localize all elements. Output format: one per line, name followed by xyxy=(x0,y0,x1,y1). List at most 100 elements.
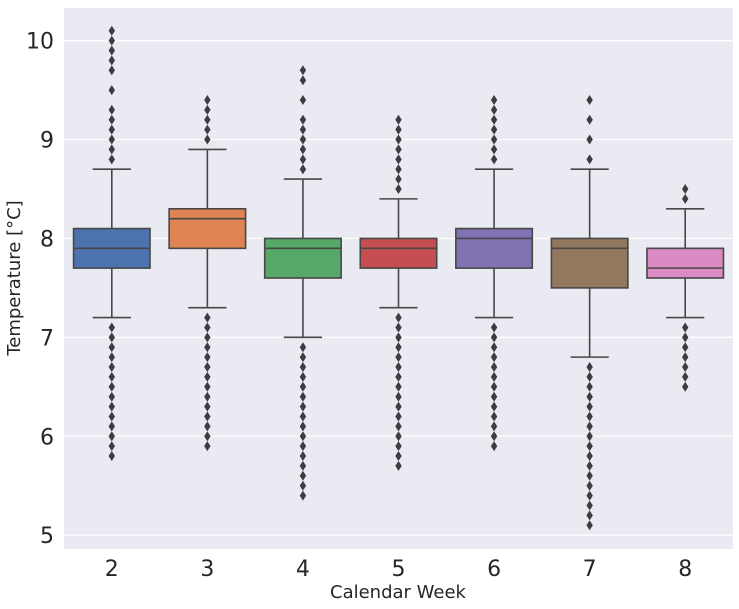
outlier-point xyxy=(108,45,115,56)
boxes xyxy=(72,25,725,531)
outlier-point xyxy=(108,421,115,432)
outlier-point xyxy=(586,460,593,471)
outlier-point xyxy=(682,381,689,392)
outlier-point xyxy=(204,362,211,373)
outlier-point xyxy=(395,332,402,343)
outlier-point xyxy=(490,411,498,422)
outlier-point xyxy=(395,312,402,323)
outlier-point xyxy=(108,431,115,442)
outlier-point xyxy=(586,441,593,452)
outlier-point xyxy=(204,391,211,402)
outlier-point xyxy=(586,391,593,402)
outlier-point xyxy=(682,193,689,204)
outlier-point xyxy=(682,332,689,343)
outlier-point xyxy=(682,371,689,382)
outlier-point xyxy=(108,104,115,115)
outlier-point xyxy=(299,401,307,412)
outlier-point xyxy=(586,510,593,521)
outlier-point xyxy=(395,164,402,175)
outlier-point xyxy=(395,460,402,471)
outlier-point xyxy=(108,134,115,145)
box-iqr xyxy=(359,237,438,269)
outlier-point xyxy=(299,352,307,363)
outlier-point xyxy=(490,104,498,115)
outlier-point xyxy=(586,134,593,145)
outlier-point xyxy=(682,362,689,373)
outlier-point xyxy=(490,124,498,135)
outlier-point xyxy=(204,342,211,353)
outlier-point xyxy=(108,451,115,462)
x-tick-label: 6 xyxy=(487,557,501,582)
outlier-point xyxy=(490,114,498,125)
outlier-point xyxy=(299,362,307,373)
x-tick-label: 2 xyxy=(105,557,119,582)
outlier-point xyxy=(108,55,115,66)
outlier-point xyxy=(204,441,211,452)
outlier-point xyxy=(108,401,115,412)
outlier-point xyxy=(586,362,593,373)
outlier-point xyxy=(299,342,307,353)
outlier-point xyxy=(586,381,593,392)
box-group xyxy=(263,65,342,501)
outlier-point xyxy=(395,451,402,462)
outlier-point xyxy=(490,322,498,333)
outlier-point xyxy=(204,381,211,392)
outlier-point xyxy=(299,391,307,402)
outlier-point xyxy=(299,431,307,442)
y-tick-labels: 5 6 7 8 9 10 xyxy=(26,30,54,550)
outlier-point xyxy=(204,114,211,125)
outlier-point xyxy=(108,411,115,422)
outlier-point xyxy=(204,124,211,135)
y-tick-label: 10 xyxy=(26,30,54,55)
outlier-point xyxy=(586,520,593,531)
x-tick-labels: 2 3 4 5 6 7 8 xyxy=(105,557,692,582)
outlier-point xyxy=(490,441,498,452)
outlier-point xyxy=(395,411,402,422)
outlier-point xyxy=(490,362,498,373)
outlier-point xyxy=(108,362,115,373)
outlier-point xyxy=(204,322,211,333)
outlier-point xyxy=(682,342,689,353)
outlier-point xyxy=(395,114,402,125)
outlier-point xyxy=(682,322,689,333)
outlier-point xyxy=(395,441,402,452)
outlier-point xyxy=(586,401,593,412)
y-tick-label: 9 xyxy=(40,129,54,154)
outlier-point xyxy=(299,411,307,422)
box-group xyxy=(646,183,725,392)
x-tick-label: 4 xyxy=(296,557,310,582)
outlier-point xyxy=(299,381,307,392)
outlier-point xyxy=(490,401,498,412)
box-group xyxy=(168,94,247,452)
outlier-point xyxy=(204,94,211,105)
outlier-point xyxy=(108,332,115,343)
outlier-point xyxy=(395,183,402,194)
outlier-point xyxy=(299,114,307,125)
outlier-point xyxy=(299,441,307,452)
outlier-point xyxy=(395,322,402,333)
outlier-point xyxy=(490,381,498,392)
outlier-point xyxy=(490,94,498,105)
outlier-point xyxy=(299,124,307,135)
x-tick-label: 5 xyxy=(392,557,406,582)
outlier-point xyxy=(108,124,115,135)
outlier-point xyxy=(490,371,498,382)
outlier-point xyxy=(490,332,498,343)
outlier-point xyxy=(586,431,593,442)
outlier-point xyxy=(490,134,498,145)
outlier-point xyxy=(682,352,689,363)
outlier-point xyxy=(299,75,307,86)
x-axis-title: Calendar Week xyxy=(330,582,467,603)
outlier-point xyxy=(490,431,498,442)
outlier-point xyxy=(490,144,498,155)
outlier-point xyxy=(395,421,402,432)
outlier-point xyxy=(299,421,307,432)
outlier-point xyxy=(490,352,498,363)
outlier-point xyxy=(299,65,307,76)
outlier-point xyxy=(108,85,115,96)
outlier-point xyxy=(395,401,402,412)
outlier-point xyxy=(395,362,402,373)
outlier-point xyxy=(395,124,402,135)
outlier-point xyxy=(108,322,115,333)
